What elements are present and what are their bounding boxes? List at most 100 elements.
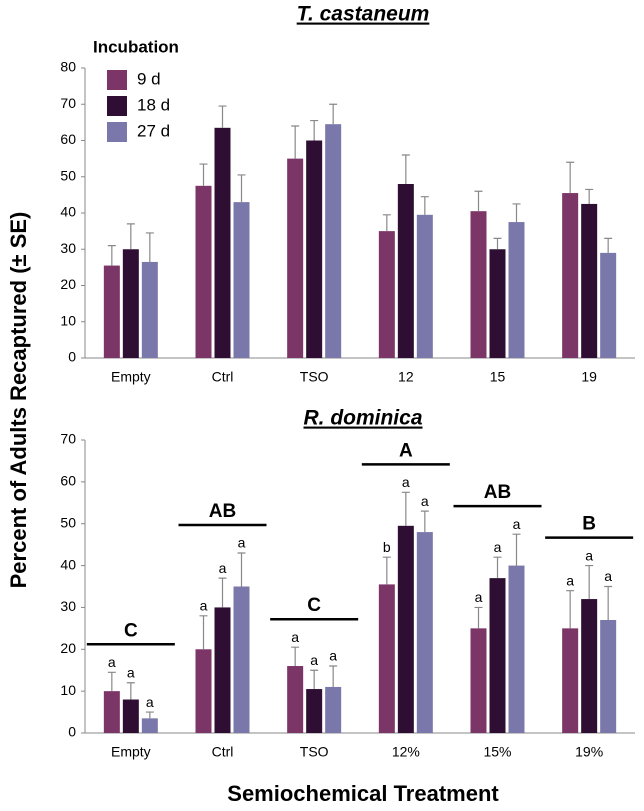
error-bar xyxy=(401,154,410,184)
x-tick-label: Empty xyxy=(111,744,151,760)
bar xyxy=(489,578,506,733)
y-tick-label: 30 xyxy=(60,598,76,614)
error-bar xyxy=(604,585,613,620)
x-tick-label: 19% xyxy=(575,744,603,760)
error-bar xyxy=(604,237,613,253)
y-tick-label: 30 xyxy=(60,240,76,256)
error-bar xyxy=(126,682,135,700)
error-bar xyxy=(291,125,300,159)
bar-letter: a xyxy=(146,694,154,710)
bar xyxy=(103,691,120,733)
error-bar xyxy=(493,237,502,250)
bar xyxy=(489,249,506,358)
chart-title: R. dominica xyxy=(303,407,422,430)
y-axis-label: Percent of Adults Recaptured (± SE) xyxy=(6,212,31,589)
error-bar xyxy=(585,188,594,204)
error-bar xyxy=(493,556,502,579)
bar xyxy=(562,628,579,733)
group-letter: B xyxy=(582,514,596,535)
y-tick-label: 10 xyxy=(60,682,76,698)
bar-letter: a xyxy=(513,516,521,532)
error-bar xyxy=(401,491,410,526)
error-bar xyxy=(382,214,391,232)
bar xyxy=(233,202,250,358)
error-bar xyxy=(310,669,319,690)
bar-letter: a xyxy=(329,648,337,664)
x-tick-label: 12% xyxy=(392,744,420,760)
bar xyxy=(141,261,158,358)
error-bar xyxy=(145,711,154,719)
bar xyxy=(397,525,414,733)
error-bar xyxy=(310,119,319,141)
bar xyxy=(122,699,139,733)
bar xyxy=(416,214,433,358)
bar xyxy=(470,211,487,358)
bar xyxy=(141,718,158,733)
bar xyxy=(325,124,342,358)
bar xyxy=(378,231,395,358)
error-bar xyxy=(199,615,208,650)
error-bar xyxy=(291,646,300,667)
bar xyxy=(416,532,433,733)
bar-letter: a xyxy=(238,535,246,551)
y-tick-label: 10 xyxy=(60,312,76,328)
x-tick-label: 19 xyxy=(581,369,597,385)
error-bar xyxy=(145,232,154,262)
bar xyxy=(581,203,598,358)
error-bar xyxy=(126,223,135,250)
group-letter: C xyxy=(124,620,138,641)
bar xyxy=(195,649,212,733)
bar xyxy=(214,127,231,358)
bar-letter: a xyxy=(127,664,135,680)
y-tick-label: 0 xyxy=(68,349,76,365)
error-bar xyxy=(420,510,429,533)
group-letter: AB xyxy=(209,501,236,522)
y-tick-label: 50 xyxy=(60,167,76,183)
x-tick-label: Ctrl xyxy=(212,369,234,385)
x-tick-label: 15% xyxy=(483,744,511,760)
bar-letter: a xyxy=(421,493,429,509)
bar xyxy=(233,586,250,733)
error-bar xyxy=(474,190,483,212)
x-tick-label: Empty xyxy=(111,369,151,385)
y-tick-label: 20 xyxy=(60,640,76,656)
bar xyxy=(600,619,617,733)
error-bar xyxy=(512,203,521,223)
bar xyxy=(562,193,579,358)
legend-swatch xyxy=(107,96,127,116)
error-bar xyxy=(218,577,227,608)
bar xyxy=(306,689,323,733)
x-axis-label: Semiochemical Treatment xyxy=(227,781,499,806)
y-tick-label: 40 xyxy=(60,204,76,220)
error-bar xyxy=(329,103,338,125)
bar xyxy=(378,584,395,733)
error-bar xyxy=(107,671,116,692)
bar-letter: a xyxy=(402,474,410,490)
error-bar xyxy=(107,245,116,266)
y-tick-label: 60 xyxy=(60,131,76,147)
legend-label: 27 d xyxy=(137,121,170,140)
error-bar xyxy=(566,161,575,194)
bar xyxy=(195,185,212,358)
bar-letter: a xyxy=(200,598,208,614)
bar xyxy=(103,265,120,358)
bar xyxy=(122,249,139,358)
x-tick-label: TSO xyxy=(300,744,329,760)
bar xyxy=(508,222,525,358)
y-tick-label: 40 xyxy=(60,556,76,572)
bar-letter: b xyxy=(383,539,391,555)
y-tick-label: 60 xyxy=(60,473,76,489)
error-bar xyxy=(566,590,575,629)
legend-swatch xyxy=(107,122,127,142)
bar xyxy=(581,599,598,733)
error-bar xyxy=(474,606,483,629)
legend-label: 9 d xyxy=(137,69,161,88)
bar-letter: a xyxy=(566,572,574,588)
group-letter: AB xyxy=(484,482,511,503)
y-tick-label: 50 xyxy=(60,514,76,530)
bar-letter: a xyxy=(310,652,318,668)
bar-letter: a xyxy=(219,560,227,576)
bar xyxy=(470,628,487,733)
x-tick-label: TSO xyxy=(300,369,329,385)
